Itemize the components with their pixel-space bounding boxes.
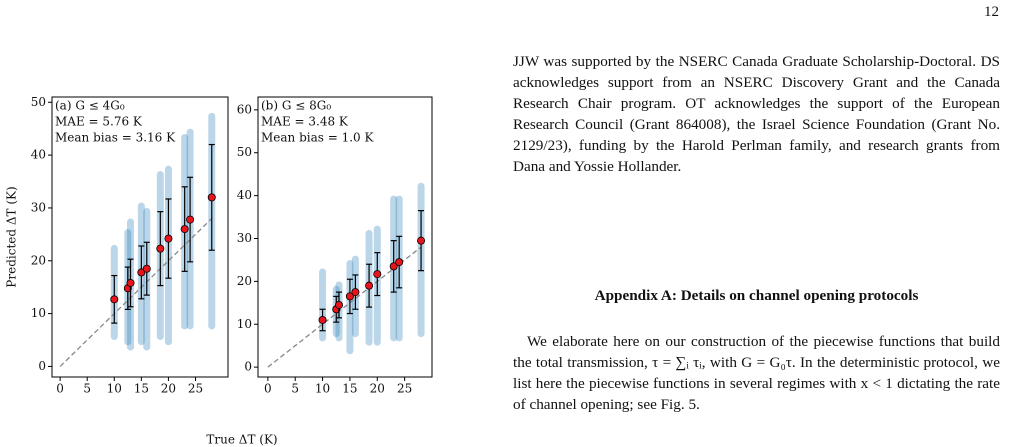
y-tick-label: 20 [237,274,252,288]
page-number: 12 [984,4,999,20]
y-tick-label: 20 [31,253,46,267]
x-tick-label: 15 [342,382,357,396]
annotation: MAE = 3.48 K [261,115,349,129]
x-tick-label: 20 [161,382,176,396]
y-tick-label: 40 [237,188,252,202]
y-axis-label: Predicted ΔT (K) [5,186,19,287]
annotation: Mean bias = 3.16 K [55,131,176,145]
y-tick-label: 30 [31,200,46,214]
annotation: (a) G ≤ 4G₀ [55,99,125,113]
x-tick-label: 5 [291,382,299,396]
y-tick-label: 10 [31,306,46,320]
x-tick-label: 20 [370,382,385,396]
paragraph: We elaborate here on our construction of… [513,333,1000,413]
mean-point [395,258,404,267]
plot-frame [257,96,433,378]
mean-point [110,295,119,304]
mean-point [417,236,426,245]
y-tick-label: 40 [31,148,46,162]
mean-point [164,234,173,243]
x-tick-label: 15 [134,382,149,396]
paragraph: JJW was supported by the NSERC Canada Gr… [513,53,1000,175]
mean-point [137,268,146,277]
annotation: MAE = 5.76 K [55,115,143,129]
x-tick-label: 25 [397,382,412,396]
annotation: (b) G ≤ 8G₀ [261,99,331,113]
mean-point [186,215,195,224]
y-tick-label: 50 [31,95,46,109]
mean-point [207,193,216,202]
y-tick-label: 50 [237,145,252,159]
mean-point [156,244,165,253]
mean-point [142,264,151,273]
x-tick-label: 25 [188,382,203,396]
mean-point [318,315,327,324]
x-tick-label: 5 [83,382,91,396]
x-tick-label: 10 [107,382,122,396]
mean-point [126,278,135,287]
plot-frame [51,96,229,378]
mean-point [334,300,343,309]
y-tick-label: 10 [237,317,252,331]
mean-point [351,288,360,297]
mean-point [373,270,382,279]
mean-point [345,292,354,301]
y-tick-label: 30 [237,231,252,245]
x-tick-label: 10 [315,382,330,396]
y-tick-label: 0 [244,360,252,374]
x-tick-label: 0 [56,382,64,396]
identity-line [59,218,213,367]
x-tick-label: 0 [264,382,272,396]
section-heading: Appendix A: Details on channel opening p… [594,287,919,304]
annotation: Mean bias = 1.0 K [261,131,375,145]
x-axis-label: True ΔT (K) [206,433,277,447]
mean-point [389,262,398,271]
mean-point [180,225,189,234]
y-tick-label: 60 [237,102,252,116]
mean-point [365,281,374,290]
y-tick-label: 0 [38,359,46,373]
